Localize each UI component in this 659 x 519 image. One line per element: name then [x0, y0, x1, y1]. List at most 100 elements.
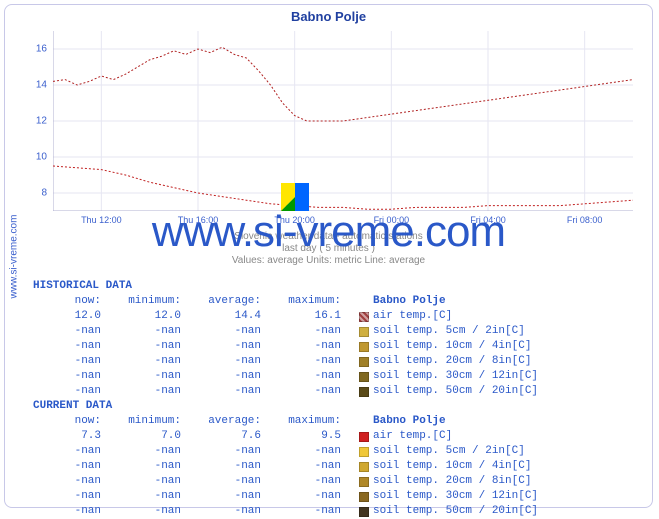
data-cell: -nan [113, 474, 193, 489]
column-header: minimum: [113, 414, 193, 429]
data-row: -nan-nan-nan-nansoil temp. 10cm / 4in[C] [33, 459, 538, 474]
data-cell: -nan [33, 459, 113, 474]
y-tick-label: 12 [36, 116, 47, 127]
series-swatch-icon [359, 507, 369, 517]
data-cell: -nan [33, 474, 113, 489]
data-cell: -nan [193, 354, 273, 369]
y-tick-label: 14 [36, 80, 47, 91]
data-cell: -nan [273, 504, 353, 519]
y-tick-label: 16 [36, 44, 47, 55]
data-cell: -nan [33, 369, 113, 384]
data-cell: -nan [113, 384, 193, 399]
data-cell: -nan [113, 324, 193, 339]
data-cell: -nan [193, 474, 273, 489]
section-header: CURRENT DATA [33, 399, 538, 414]
data-cell: -nan [33, 324, 113, 339]
column-header-row: now:minimum:average:maximum: Babno Polje [33, 294, 538, 309]
x-tick-label: Fri 04:00 [470, 215, 506, 225]
column-header: average: [193, 414, 273, 429]
series-swatch-icon [359, 312, 369, 322]
data-cell: -nan [33, 354, 113, 369]
data-cell: -nan [273, 384, 353, 399]
x-tick-label: Thu 20:00 [274, 215, 315, 225]
station-name: Babno Polje [373, 414, 446, 429]
data-cell: -nan [273, 354, 353, 369]
column-header: average: [193, 294, 273, 309]
data-cell: -nan [193, 339, 273, 354]
chart-area: 810121416 Thu 12:00Thu 16:00Thu 20:00Fri… [53, 31, 633, 211]
column-header: now: [33, 294, 113, 309]
series-swatch-icon [359, 327, 369, 337]
data-cell: -nan [273, 489, 353, 504]
x-tick-label: Fri 08:00 [567, 215, 603, 225]
series-swatch-icon [359, 447, 369, 457]
data-row: -nan-nan-nan-nansoil temp. 30cm / 12in[C… [33, 489, 538, 504]
series-swatch-icon [359, 342, 369, 352]
subcaption-units: Values: average Units: metric Line: aver… [5, 255, 652, 266]
data-cell: -nan [273, 339, 353, 354]
chart-title: Babno Polje [5, 9, 652, 24]
column-header: minimum: [113, 294, 193, 309]
data-cell: -nan [193, 324, 273, 339]
column-header: now: [33, 414, 113, 429]
data-cell: 16.1 [273, 309, 353, 324]
series-label: soil temp. 30cm / 12in[C] [373, 369, 538, 384]
x-tick-label: Thu 16:00 [178, 215, 219, 225]
data-cell: -nan [33, 339, 113, 354]
series-label: soil temp. 20cm / 8in[C] [373, 354, 531, 369]
chart-panel: www.si-vreme.com Babno Polje 810121416 T… [4, 4, 653, 508]
series-label: soil temp. 5cm / 2in[C] [373, 444, 525, 459]
data-row: -nan-nan-nan-nansoil temp. 50cm / 20in[C… [33, 504, 538, 519]
subcaption-source: Slovenia weather data - automatic statio… [5, 231, 652, 242]
y-tick-label: 8 [41, 188, 47, 199]
data-cell: -nan [273, 459, 353, 474]
data-row: -nan-nan-nan-nansoil temp. 30cm / 12in[C… [33, 369, 538, 384]
y-tick-label: 10 [36, 152, 47, 163]
subcaption-range: last day ( 5 minutes ) [5, 243, 652, 254]
series-label: soil temp. 10cm / 4in[C] [373, 339, 531, 354]
logo-icon [281, 183, 309, 211]
section-header: HISTORICAL DATA [33, 279, 538, 294]
data-cell: -nan [193, 489, 273, 504]
series-label: soil temp. 30cm / 12in[C] [373, 489, 538, 504]
data-cell: -nan [273, 369, 353, 384]
series-swatch-icon [359, 387, 369, 397]
data-cell: 7.0 [113, 429, 193, 444]
data-row: -nan-nan-nan-nansoil temp. 20cm / 8in[C] [33, 474, 538, 489]
data-cell: -nan [33, 444, 113, 459]
data-cell: -nan [113, 504, 193, 519]
x-tick-label: Fri 00:00 [374, 215, 410, 225]
data-row: -nan-nan-nan-nansoil temp. 5cm / 2in[C] [33, 444, 538, 459]
data-cell: -nan [113, 369, 193, 384]
data-cell: -nan [193, 384, 273, 399]
series-swatch-icon [359, 357, 369, 367]
data-cell: -nan [113, 354, 193, 369]
data-cell: -nan [113, 444, 193, 459]
data-cell: -nan [193, 459, 273, 474]
data-cell: -nan [113, 489, 193, 504]
data-cell: -nan [193, 504, 273, 519]
data-cell: -nan [273, 474, 353, 489]
series-label: soil temp. 50cm / 20in[C] [373, 384, 538, 399]
column-header-row: now:minimum:average:maximum: Babno Polje [33, 414, 538, 429]
series-label: soil temp. 20cm / 8in[C] [373, 474, 531, 489]
data-cell: -nan [273, 324, 353, 339]
data-row: -nan-nan-nan-nansoil temp. 10cm / 4in[C] [33, 339, 538, 354]
series-swatch-icon [359, 372, 369, 382]
data-row: -nan-nan-nan-nansoil temp. 20cm / 8in[C] [33, 354, 538, 369]
column-header: maximum: [273, 294, 353, 309]
series-swatch-icon [359, 432, 369, 442]
data-cell: 12.0 [113, 309, 193, 324]
data-row: -nan-nan-nan-nansoil temp. 50cm / 20in[C… [33, 384, 538, 399]
station-name: Babno Polje [373, 294, 446, 309]
series-label: soil temp. 50cm / 20in[C] [373, 504, 538, 519]
data-tables: HISTORICAL DATAnow:minimum:average:maxim… [33, 279, 538, 519]
data-row: -nan-nan-nan-nansoil temp. 5cm / 2in[C] [33, 324, 538, 339]
data-cell: 14.4 [193, 309, 273, 324]
series-swatch-icon [359, 492, 369, 502]
series-swatch-icon [359, 477, 369, 487]
column-header: maximum: [273, 414, 353, 429]
data-cell: 12.0 [33, 309, 113, 324]
data-cell: 7.6 [193, 429, 273, 444]
data-cell: 9.5 [273, 429, 353, 444]
